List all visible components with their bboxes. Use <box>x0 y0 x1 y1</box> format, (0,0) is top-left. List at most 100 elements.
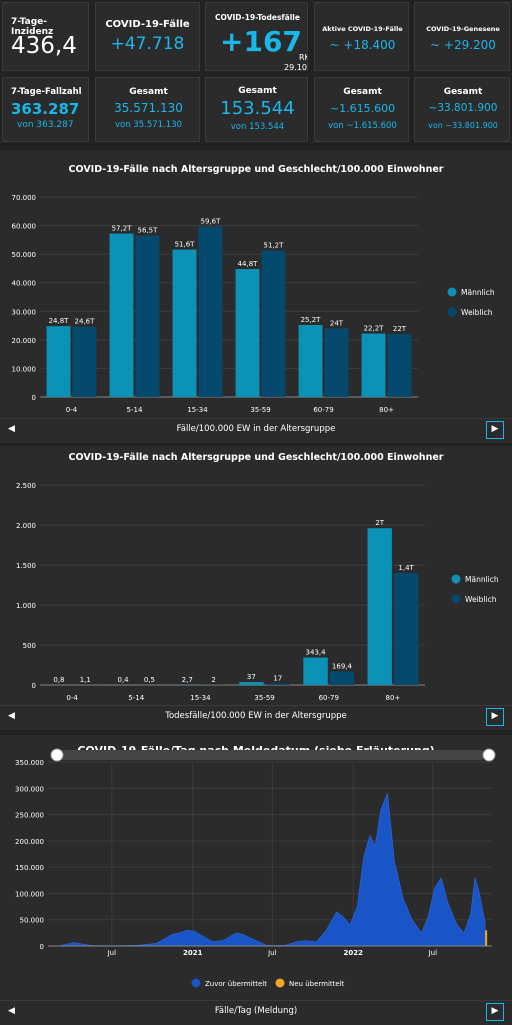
chart-nav-bar: ◀ Todesfälle/100.000 EW in der Altersgru… <box>0 705 512 730</box>
kpi-sub: von ~33.801.900 <box>415 121 510 130</box>
x-tick-label: 15-34 <box>187 406 208 414</box>
kpi-value: 363.287 <box>11 100 79 118</box>
kpi-tile-gesamt-genesene[interactable]: Gesamt ~33.801.900 von ~33.801.900 <box>414 77 510 142</box>
kpi-sub: von 35.571.130 <box>96 120 200 130</box>
kpi-tile-aktive[interactable]: Aktive COVID-19-Fälle ~ +18.400 <box>314 2 409 71</box>
x-tick-label: 5-14 <box>128 694 144 702</box>
data-label: 0,8 <box>53 676 64 684</box>
data-label: 59,6T <box>201 218 222 226</box>
y-tick-label: 50.000 <box>12 251 37 259</box>
kpi-value: 153.544 <box>206 98 308 119</box>
kpi-label: COVID-19-Genesene <box>415 25 510 33</box>
bar-männlich <box>110 234 134 397</box>
x-tick-label: Jul <box>107 949 117 957</box>
kpi-tile-gesamt-faelle[interactable]: Gesamt 35.571.130 von 35.571.130 <box>95 77 200 142</box>
bar-männlich <box>47 326 71 397</box>
y-tick-label: 150.000 <box>15 864 44 872</box>
y-tick-label: 50.000 <box>20 917 45 925</box>
data-label: 2,7 <box>182 676 193 684</box>
y-tick-label: 20.000 <box>12 337 37 345</box>
x-tick-label: Jul <box>267 949 277 957</box>
data-label: 22,2T <box>364 325 385 333</box>
y-tick-label: 40.000 <box>12 280 37 288</box>
data-label: 17 <box>273 675 282 683</box>
range-slider-handle-right <box>483 749 495 761</box>
kpi-value: 436,4 <box>11 33 77 59</box>
kpi-tile-inzidenz[interactable]: 7-Tage-Inzidenz 436,4 <box>2 2 89 71</box>
y-tick-label: 300.000 <box>15 785 44 793</box>
kpi-tile-fallzahl[interactable]: 7-Tage-Fallzahl 363.287 von 363.287 <box>2 77 89 142</box>
kpi-value: 35.571.130 <box>96 101 200 115</box>
y-tick-label: 250.000 <box>15 812 44 820</box>
legend-marker <box>452 595 461 604</box>
data-label: 37 <box>247 673 256 681</box>
kpi-sub: von ~1.615.600 <box>315 121 409 131</box>
legend-label: Zuvor übermittelt <box>205 980 267 988</box>
legend-marker <box>452 575 461 584</box>
bar-männlich <box>362 334 386 397</box>
data-label: 343,4 <box>306 649 327 657</box>
chart-footer-title: Fälle/100.000 EW in der Altersgruppe <box>0 424 512 434</box>
chart-footer-title: Fälle/Tag (Meldung) <box>0 1006 512 1016</box>
data-label: 22T <box>393 325 407 333</box>
kpi-value: +47.718 <box>96 34 199 54</box>
data-label: 1,4T <box>398 564 414 572</box>
y-tick-label: 0 <box>40 943 44 951</box>
y-tick-label: 30.000 <box>12 308 37 316</box>
kpi-label: Gesamt <box>206 86 308 96</box>
kpi-label: Gesamt <box>96 87 200 97</box>
x-tick-label: 80+ <box>379 406 394 414</box>
kpi-tile-genesene[interactable]: COVID-19-Genesene ~ +29.200 <box>414 2 510 71</box>
legend-label: Männlich <box>461 288 495 297</box>
chart-panel-deaths-age: COVID-19-Fälle nach Altersgruppe und Ges… <box>0 446 512 729</box>
data-label: 2T <box>375 519 384 527</box>
data-label: 169,4 <box>332 662 353 670</box>
legend-label: Weiblich <box>465 595 497 604</box>
y-tick-label: 2.500 <box>16 482 36 490</box>
x-tick-label: 5-14 <box>127 406 143 414</box>
next-chart-button[interactable]: ▶ <box>486 421 504 439</box>
legend-marker <box>192 979 201 988</box>
x-tick-label: 60-79 <box>313 406 333 414</box>
kpi-sub: von 153.544 <box>206 122 308 132</box>
kpi-value: ~33.801.900 <box>415 102 510 114</box>
next-chart-button[interactable]: ▶ <box>486 708 504 726</box>
legend-marker <box>276 979 285 988</box>
bar-männlich <box>299 325 323 397</box>
kpi-tile-todesfaelle[interactable]: COVID-19-Todesfälle +167 RKI 29.10.2022 <box>205 2 308 71</box>
kpi-label: Aktive COVID-19-Fälle <box>315 25 409 33</box>
data-label: 51,2T <box>264 242 285 250</box>
y-tick-label: 60.000 <box>12 223 37 231</box>
y-tick-label: 500 <box>23 642 36 650</box>
y-tick-label: 1.000 <box>16 602 36 610</box>
x-tick-label: 60-79 <box>319 694 339 702</box>
kpi-label: 7-Tage-Fallzahl <box>11 87 82 97</box>
x-tick-label: 80+ <box>386 694 401 702</box>
kpi-value: +167 <box>220 25 302 58</box>
kpi-tile-faelle[interactable]: COVID-19-Fälle +47.718 <box>95 2 200 71</box>
bar-männlich <box>303 658 327 685</box>
y-tick-label: 1.500 <box>16 562 36 570</box>
data-label: 57,2T <box>112 225 133 233</box>
y-tick-label: 0 <box>32 682 36 690</box>
chart-nav-bar: ◀ Fälle/100.000 EW in der Altersgruppe ▶ <box>0 418 512 443</box>
bar-weiblich <box>266 684 290 685</box>
kpi-tile-gesamt-todesfaelle[interactable]: Gesamt 153.544 von 153.544 <box>205 77 308 142</box>
legend-marker <box>448 308 457 317</box>
y-tick-label: 200.000 <box>15 838 44 846</box>
next-chart-button[interactable]: ▶ <box>486 1003 504 1021</box>
data-label: 24,6T <box>75 318 96 326</box>
bar-weiblich <box>325 328 349 397</box>
kpi-value: ~ +18.400 <box>315 38 409 52</box>
bar-männlich <box>239 682 263 685</box>
data-label: 25,2T <box>301 316 322 324</box>
data-label: 0,5 <box>144 676 155 684</box>
y-tick-label: 2.000 <box>16 522 36 530</box>
kpi-tile-gesamt-aktive[interactable]: Gesamt ~1.615.600 von ~1.615.600 <box>314 77 409 142</box>
chart-nav-bar: ◀ Fälle/Tag (Meldung) ▶ <box>0 1000 512 1025</box>
bar-weiblich <box>394 573 418 685</box>
y-tick-label: 100.000 <box>15 890 44 898</box>
cases-by-age-chart: 010.00020.00030.00040.00050.00060.00070.… <box>0 150 512 442</box>
kpi-label: COVID-19-Fälle <box>96 19 199 30</box>
